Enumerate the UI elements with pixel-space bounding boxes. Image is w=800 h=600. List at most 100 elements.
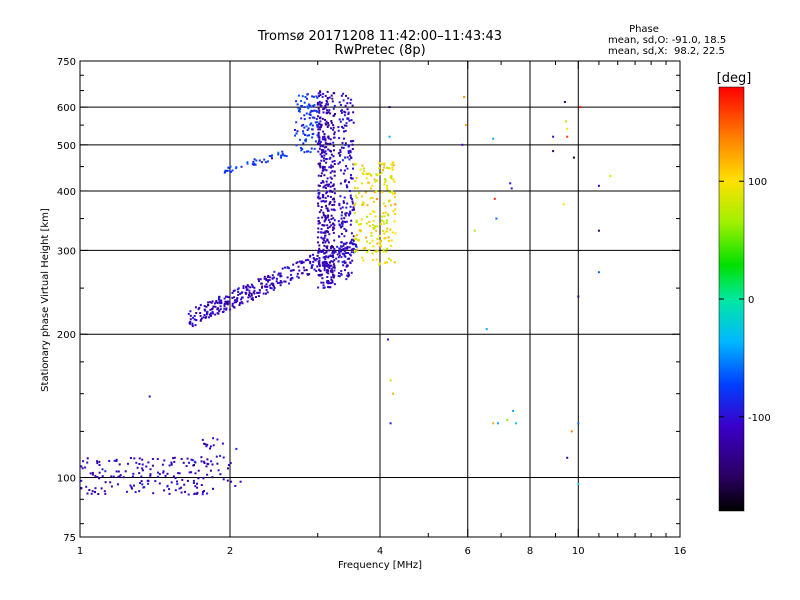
data-point [337,162,340,165]
data-point [341,159,344,162]
data-point [385,219,388,222]
data-point [323,138,326,141]
data-point [356,248,359,251]
data-point [319,91,322,94]
data-point [352,121,355,124]
data-point [254,163,257,166]
data-point [572,156,575,159]
data-point [202,476,205,479]
data-point [317,260,320,263]
data-point [324,184,327,187]
data-point [203,305,206,308]
phase-stats-heading: Phase [629,24,659,35]
data-point [321,216,324,219]
data-point [291,269,294,272]
data-point [272,283,275,286]
data-point [361,203,363,206]
data-point [157,471,159,474]
data-point [389,228,392,231]
data-point [320,206,323,208]
data-point [368,225,371,228]
data-point [252,291,255,294]
data-point [384,262,387,264]
data-point [228,464,230,466]
data-point [387,167,390,170]
data-point [372,219,375,222]
data-point [382,248,385,251]
data-point [389,244,392,247]
data-point [332,217,335,220]
data-point [349,205,352,208]
data-point [149,468,152,471]
data-point [322,157,325,160]
data-point [306,97,308,100]
data-point [356,234,359,236]
data-point [348,257,351,260]
data-point [355,194,358,197]
data-point [257,278,260,281]
data-point [349,210,352,213]
data-point [352,139,355,142]
data-point [485,328,488,331]
data-point [206,458,209,461]
data-point [86,492,89,495]
data-point [339,195,342,198]
data-point [331,160,334,163]
data-point [328,109,331,112]
data-point [322,211,325,214]
data-point [338,101,341,104]
data-point [246,284,249,287]
y-tick-label: 750 [57,57,76,68]
data-point [331,255,334,258]
data-point [193,493,196,496]
data-point [380,219,383,222]
data-point [229,170,232,173]
data-point [191,322,194,325]
data-point [333,251,336,254]
data-point [318,147,321,150]
data-point [347,252,349,254]
data-point [344,104,347,107]
data-point [318,126,321,129]
data-point [220,302,223,305]
data-point [80,465,83,468]
data-point [285,155,288,158]
data-point [562,203,565,206]
data-point [316,196,319,199]
data-point [332,231,335,234]
data-point [240,292,243,294]
data-point [337,220,340,223]
data-point [276,282,279,284]
data-point [297,265,300,268]
data-point [378,262,381,265]
data-point [327,241,330,244]
data-point [343,249,346,252]
data-point [236,300,239,302]
data-point [322,281,325,284]
data-point [322,286,325,289]
data-point [264,161,267,164]
data-point [168,464,171,467]
data-point [275,280,278,283]
data-point [180,486,183,489]
data-point [284,266,286,269]
data-point [326,177,329,180]
data-point [336,253,339,256]
data-point [345,212,348,215]
data-point [119,474,122,477]
data-point [355,177,358,180]
data-point [172,475,175,478]
data-point [362,259,365,262]
data-point [342,127,345,130]
data-point [279,284,282,287]
data-point [309,260,312,263]
data-point [383,183,386,186]
data-point [322,181,325,184]
data-point [203,442,206,445]
data-point [343,130,345,133]
data-point [331,246,334,249]
data-point [187,312,190,315]
data-point [246,162,249,165]
data-point [340,250,343,253]
data-point [326,207,329,210]
